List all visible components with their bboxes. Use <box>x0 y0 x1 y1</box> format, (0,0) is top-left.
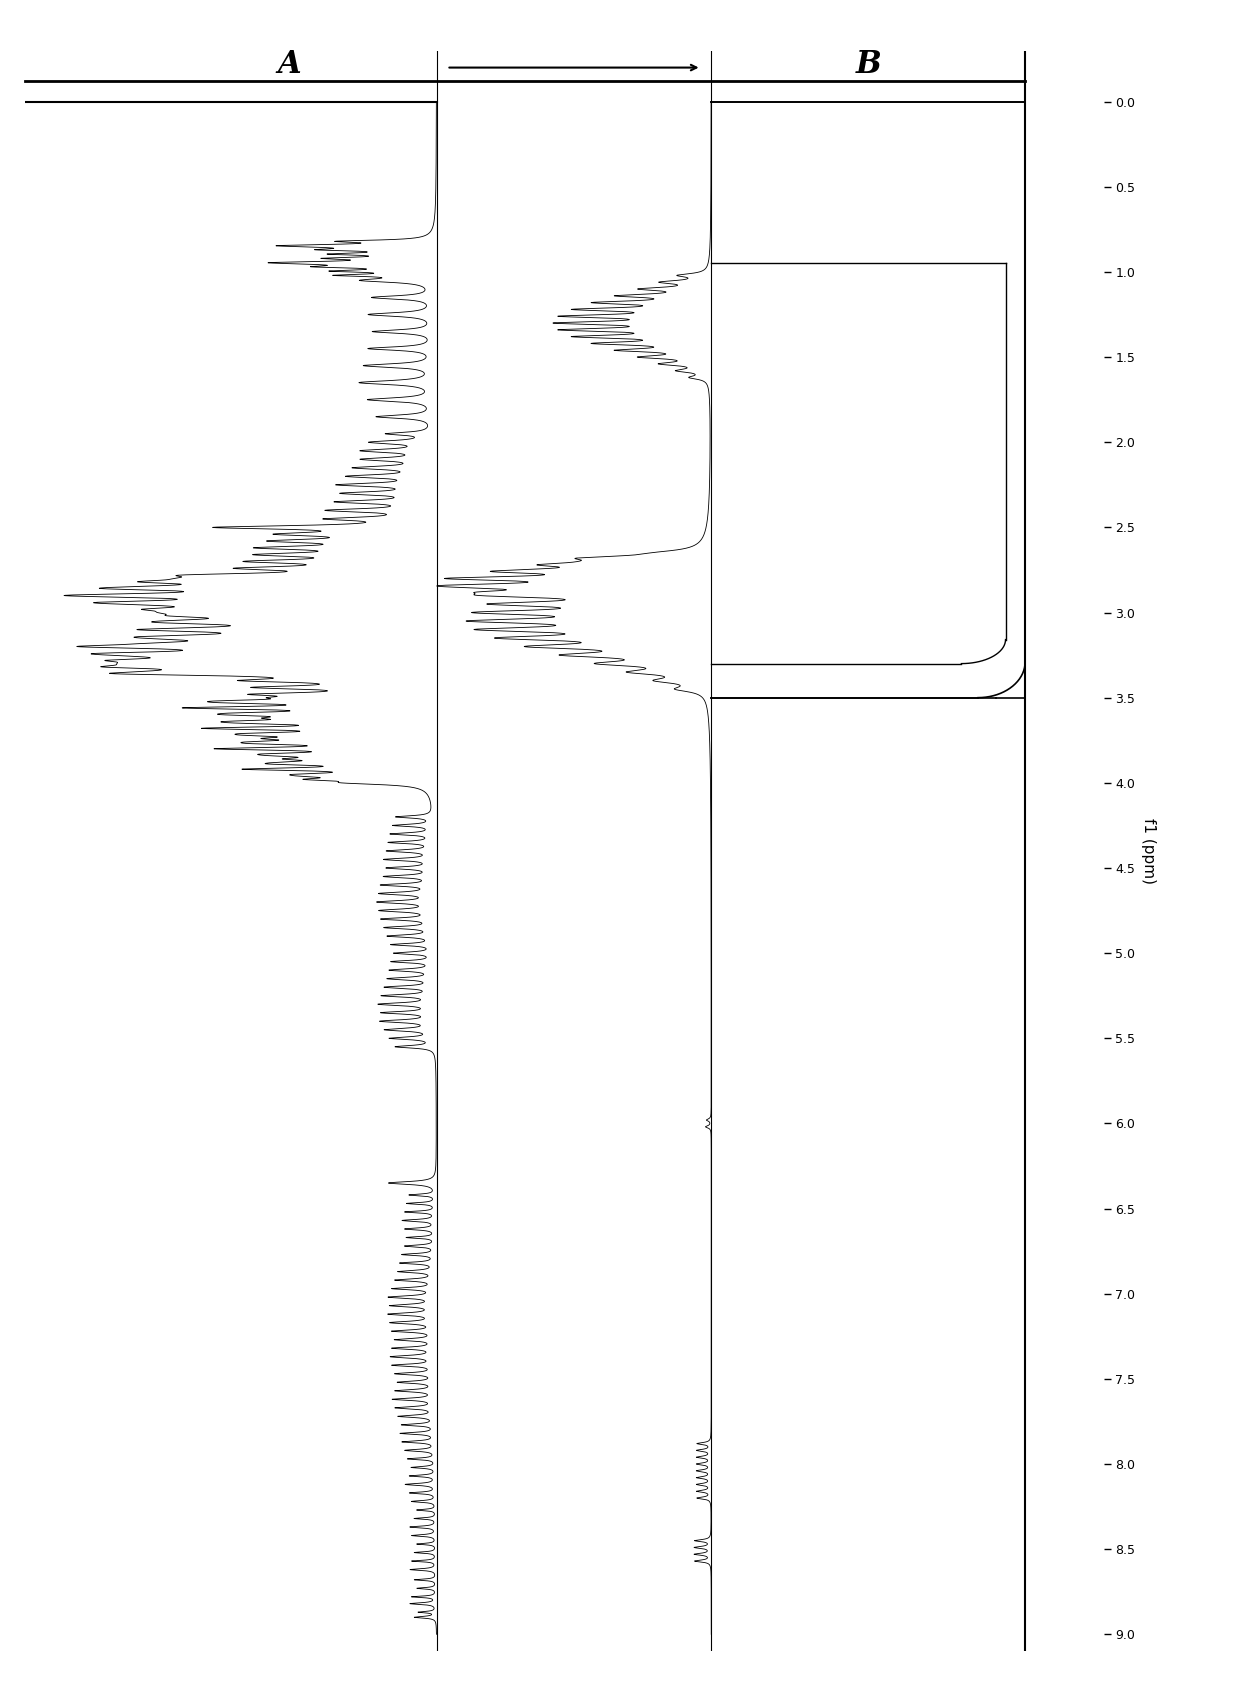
Y-axis label: f1 (ppm): f1 (ppm) <box>1141 817 1156 885</box>
Text: B: B <box>856 49 882 79</box>
Text: A: A <box>278 49 301 79</box>
